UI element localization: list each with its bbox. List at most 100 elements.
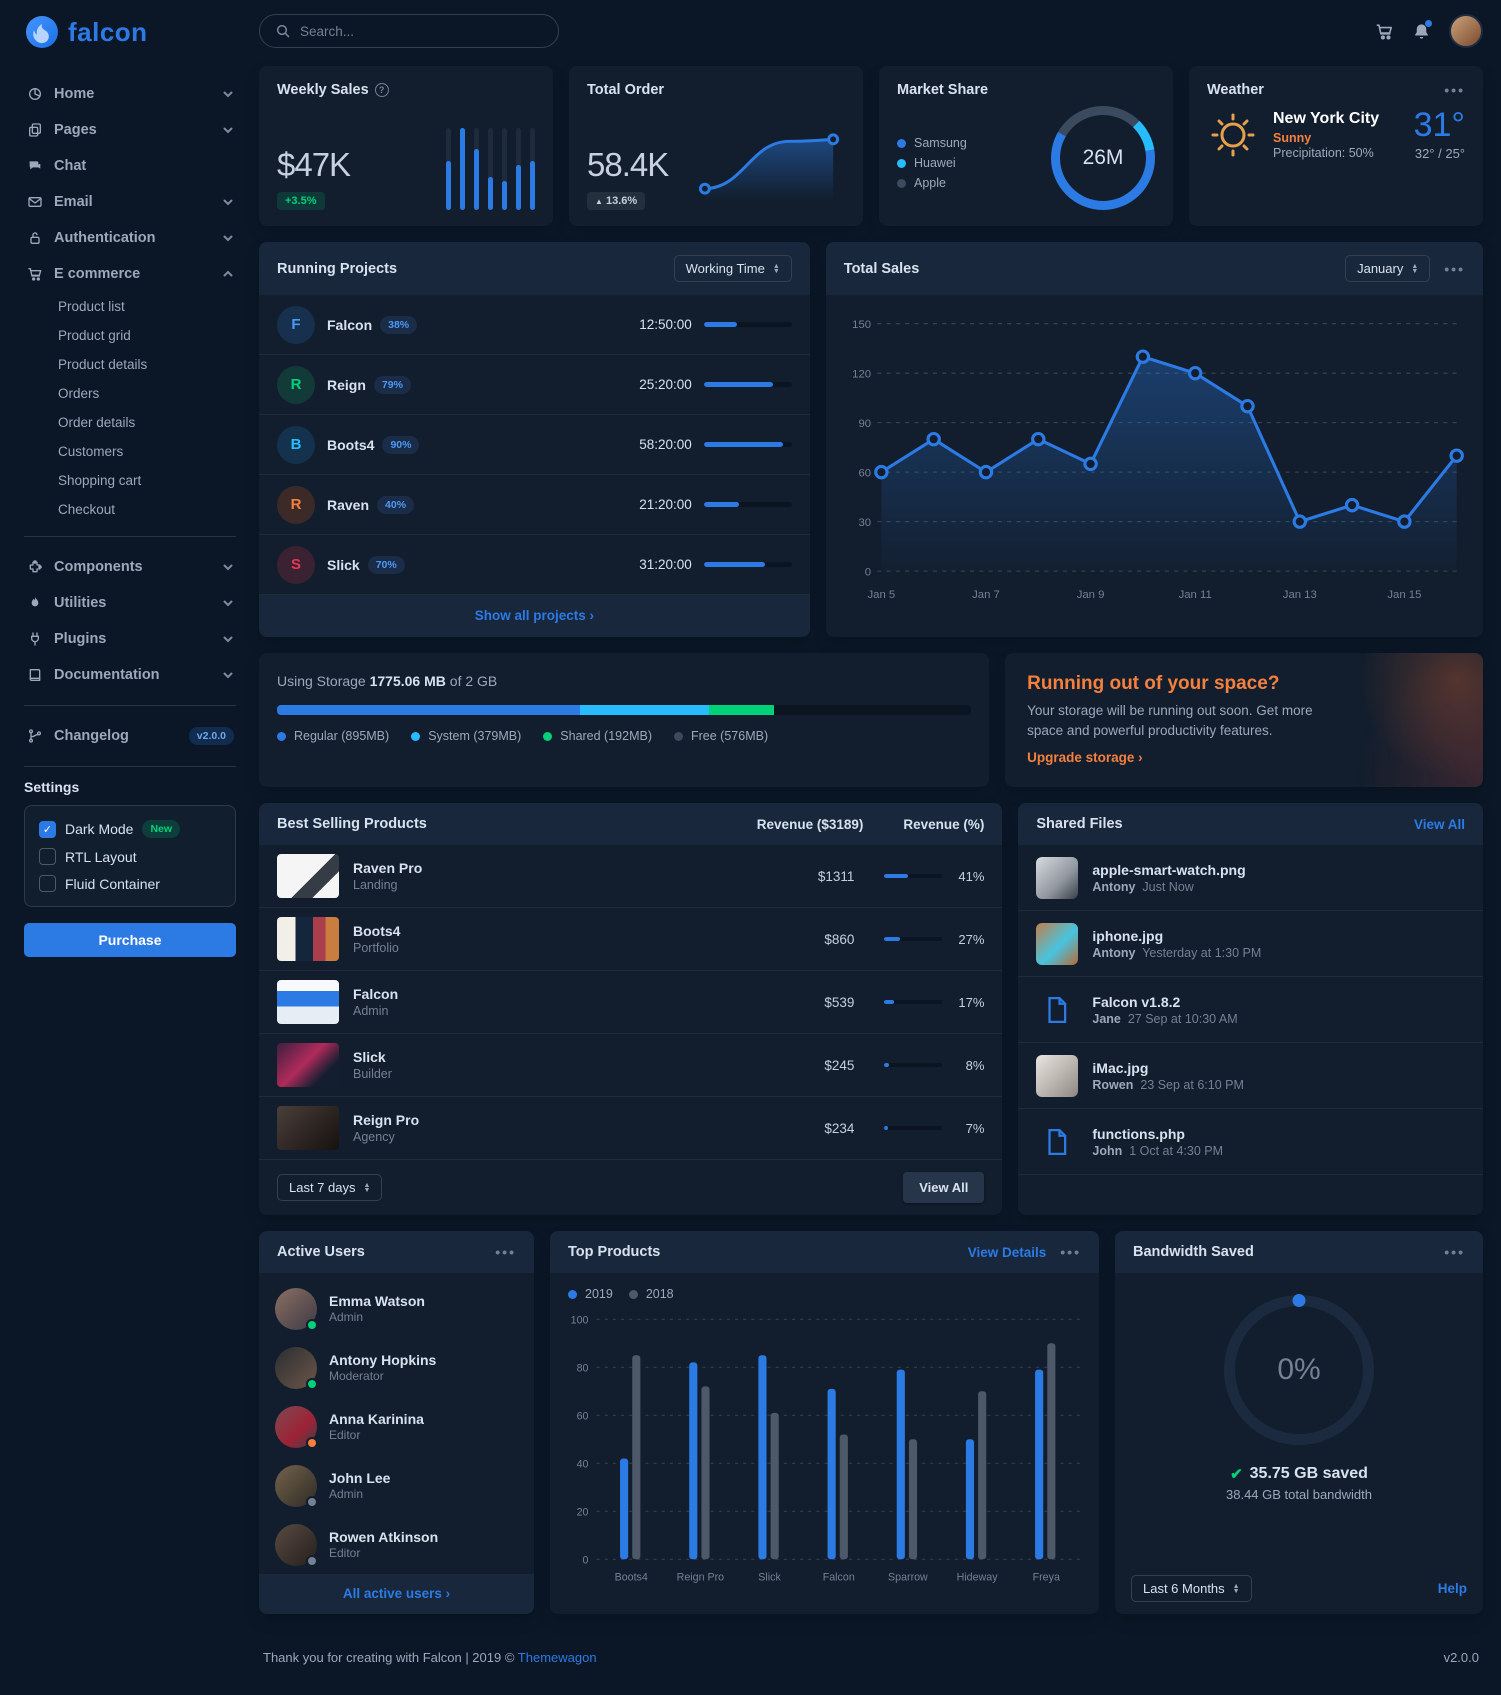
sidebar-subitem-product-details[interactable]: Product details xyxy=(58,357,148,372)
setting-label: Dark Mode xyxy=(65,821,134,837)
svg-text:Jan 15: Jan 15 xyxy=(1387,589,1421,601)
product-type: Admin xyxy=(353,1004,389,1019)
sidebar-subitem-product-grid[interactable]: Product grid xyxy=(58,328,131,343)
user-row-john-lee[interactable]: John Lee Admin xyxy=(259,1456,534,1515)
setting-dark-mode[interactable]: ✓ Dark Mode New xyxy=(39,820,221,838)
sidebar-subitem-shopping-cart[interactable]: Shopping cart xyxy=(58,473,142,488)
product-thumbnail[interactable] xyxy=(277,1043,339,1088)
sidebar-item-documentation[interactable]: Documentation xyxy=(24,657,236,693)
setting-label: Fluid Container xyxy=(65,875,160,892)
view-all-button[interactable]: View All xyxy=(903,1172,985,1204)
product-row-boots4: Boots4 Portfolio $860 27% xyxy=(259,908,1003,972)
sidebar-item-components[interactable]: Components xyxy=(24,549,236,585)
product-thumbnail[interactable] xyxy=(277,980,339,1025)
month-select[interactable]: January ▲ ▼ xyxy=(1345,255,1431,282)
file-row-0[interactable]: apple-smart-watch.png Antony Just Now xyxy=(1018,845,1483,912)
storage-used: 1775.06 MB xyxy=(369,673,446,689)
user-row-antony-hopkins[interactable]: Antony Hopkins Moderator xyxy=(259,1338,534,1397)
product-thumbnail[interactable] xyxy=(277,854,339,899)
setting-fluid-container[interactable]: Fluid Container xyxy=(39,875,221,892)
user-row-rowen-atkinson[interactable]: Rowen Atkinson Editor xyxy=(259,1515,534,1574)
sidebar-item-label: Plugins xyxy=(54,631,107,647)
ellipsis-icon[interactable]: ••• xyxy=(495,1244,516,1261)
space-body: Your storage will be running out soon. G… xyxy=(1027,703,1313,738)
user-row-emma-watson[interactable]: Emma Watson Admin xyxy=(259,1279,534,1338)
shared-files-view-all-link[interactable]: View All xyxy=(1413,816,1465,832)
checkbox-icon[interactable] xyxy=(39,848,56,865)
themewagon-link[interactable]: Themewagon xyxy=(517,1650,597,1666)
total-sales-title: Total Sales xyxy=(843,260,920,277)
sidebar-item-label: Authentication xyxy=(54,230,156,246)
file-row-2[interactable]: Falcon v1.8.2 Jane 27 Sep at 10:30 AM xyxy=(1018,977,1483,1044)
sidebar-item-authentication[interactable]: Authentication xyxy=(24,220,236,256)
cart-icon[interactable] xyxy=(1375,22,1394,41)
lock-icon xyxy=(26,229,44,247)
sidebar-subitem-customers[interactable]: Customers xyxy=(58,444,124,459)
product-thumbnail[interactable] xyxy=(277,917,339,962)
avatar xyxy=(275,1523,318,1567)
ellipsis-icon[interactable]: ••• xyxy=(1060,1244,1081,1261)
view-details-link[interactable]: View Details xyxy=(967,1244,1047,1260)
legend-dot xyxy=(897,138,906,148)
project-progress-bar xyxy=(703,382,792,387)
sidebar-item-changelog[interactable]: Changelog v2.0.0 xyxy=(24,718,236,754)
file-name: iphone.jpg xyxy=(1092,927,1164,944)
checkbox-checked-icon[interactable]: ✓ xyxy=(39,820,56,838)
product-thumbnail[interactable] xyxy=(277,1106,339,1151)
top-products-legend: 2019 2018 xyxy=(550,1273,1099,1301)
file-row-1[interactable]: iphone.jpg Antony Yesterday at 1:30 PM xyxy=(1018,911,1483,978)
setting-rtl-layout[interactable]: RTL Layout xyxy=(39,848,221,865)
sidebar-subitem-order-details[interactable]: Order details xyxy=(58,415,136,430)
sidebar-subitem-checkout[interactable]: Checkout xyxy=(58,502,116,517)
all-active-users-link[interactable]: All active users › xyxy=(259,1574,534,1615)
svg-text:120: 120 xyxy=(852,368,871,380)
product-name: Slick xyxy=(353,1049,386,1066)
brand-logo[interactable]: falcon xyxy=(24,14,236,50)
user-row-anna-karinina[interactable]: Anna Karinina Editor xyxy=(259,1397,534,1456)
ellipsis-icon[interactable]: ••• xyxy=(1444,260,1465,277)
sidebar-item-plugins[interactable]: Plugins xyxy=(24,621,236,657)
legend-dot xyxy=(628,1289,638,1299)
legend-item-2019[interactable]: 2019 xyxy=(568,1287,613,1301)
upgrade-space-card: Running out of your space? Your storage … xyxy=(1005,653,1483,788)
copy-icon xyxy=(26,121,44,139)
file-row-3[interactable]: iMac.jpg Rowen 23 Sep at 6:10 PM xyxy=(1018,1043,1483,1110)
product-row-raven-pro: Raven Pro Landing $1311 41% xyxy=(259,845,1003,909)
ellipsis-icon[interactable]: ••• xyxy=(1444,1244,1465,1261)
legend-item-2018[interactable]: 2018 xyxy=(628,1287,674,1301)
file-row-4[interactable]: functions.php John 1 Oct at 4:30 PM xyxy=(1018,1109,1483,1176)
user-avatar[interactable] xyxy=(1449,14,1483,48)
upgrade-storage-link[interactable]: Upgrade storage › xyxy=(1027,750,1143,766)
user-status-dot xyxy=(306,1436,318,1449)
sort-icon: ▲ ▼ xyxy=(1232,1582,1240,1595)
market-share-title: Market Share xyxy=(897,82,989,98)
total-order-chart xyxy=(695,127,845,210)
file-meta: Antony Just Now xyxy=(1092,879,1194,894)
sidebar-subitem-orders[interactable]: Orders xyxy=(58,386,100,401)
last-7-days-select[interactable]: Last 7 days ▲ ▼ xyxy=(277,1174,383,1202)
last-6-months-select[interactable]: Last 6 Months ▲ ▼ xyxy=(1131,1575,1252,1603)
user-role: Editor xyxy=(329,1428,361,1443)
purchase-button[interactable]: Purchase xyxy=(24,923,236,957)
storage-segment-0 xyxy=(277,705,581,715)
ring-progress-dot xyxy=(1292,1294,1306,1308)
sidebar-item-e-commerce[interactable]: E commerce xyxy=(24,256,236,292)
working-time-select[interactable]: Working Time ▲ ▼ xyxy=(673,255,792,282)
notifications-bell-icon[interactable] xyxy=(1412,19,1432,41)
ellipsis-icon[interactable]: ••• xyxy=(1444,82,1465,98)
sidebar-item-pages[interactable]: Pages xyxy=(24,112,236,148)
user-status-dot xyxy=(306,1495,318,1508)
sidebar-item-utilities[interactable]: Utilities xyxy=(24,585,236,621)
search-box[interactable] xyxy=(259,14,559,48)
sidebar-item-email[interactable]: Email xyxy=(24,184,236,220)
legend-dot xyxy=(411,731,421,741)
sidebar-item-home[interactable]: Home xyxy=(24,76,236,112)
project-percent-badge: 40% xyxy=(377,495,415,514)
sidebar-subitem-product-list[interactable]: Product list xyxy=(58,299,125,314)
help-link[interactable]: Help xyxy=(1437,1581,1467,1597)
show-all-projects-link[interactable]: Show all projects › xyxy=(259,595,810,637)
checkbox-icon[interactable] xyxy=(39,875,56,892)
help-icon[interactable]: ? xyxy=(374,83,389,97)
search-input[interactable] xyxy=(300,23,544,39)
sidebar-item-chat[interactable]: Chat xyxy=(24,148,236,184)
